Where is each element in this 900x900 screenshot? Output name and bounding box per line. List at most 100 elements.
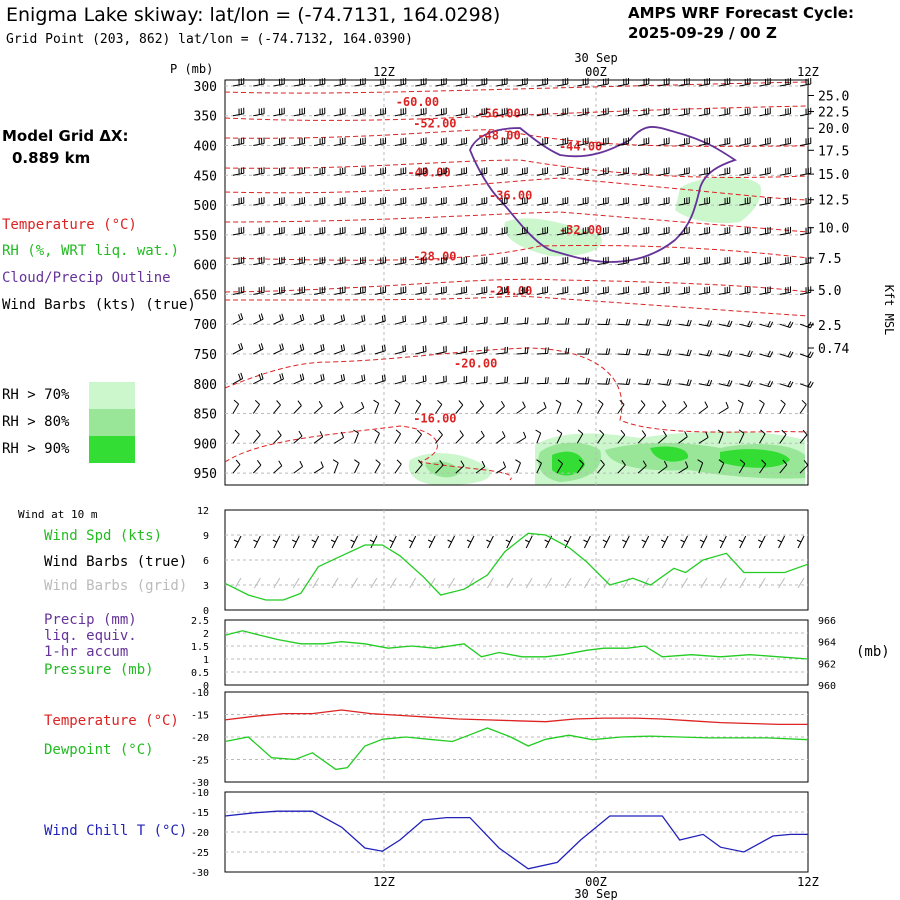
wind-barb <box>698 77 711 87</box>
wind-barb-10m <box>389 535 397 549</box>
pressure-panel-right-tick-label: 964 <box>818 638 836 649</box>
wind-barb <box>415 286 427 295</box>
wind-barb <box>759 167 771 176</box>
wind-barb <box>556 286 569 295</box>
wind-barb <box>293 197 306 206</box>
wind-barb <box>293 313 305 325</box>
wind-barb <box>678 400 688 414</box>
temp-panel-tick-label: -30 <box>191 778 209 789</box>
wind-barb <box>698 197 711 206</box>
wind-barb <box>313 314 325 325</box>
wind-barb <box>273 167 285 176</box>
wind-barb <box>496 107 508 117</box>
wind-barb <box>415 256 427 266</box>
wind-barb <box>597 77 609 87</box>
rh80-swatch <box>89 409 135 436</box>
temperature-contour-label: -28.00 <box>413 249 456 263</box>
wind-barb <box>232 459 241 474</box>
wind-barb-grid <box>428 577 436 589</box>
wind-barb <box>739 226 751 236</box>
temperature-contour-line <box>224 81 809 94</box>
wind-barb <box>253 197 265 206</box>
wind-barb <box>455 375 468 385</box>
date-label-top: 30 Sep <box>574 51 617 65</box>
model-grid-label: Model Grid ΔX: <box>2 127 129 145</box>
wind-barb <box>718 350 733 357</box>
wind-barb <box>516 137 528 146</box>
wind-barb <box>739 137 751 146</box>
wind-barb <box>577 377 590 385</box>
wind-barb-grid <box>797 577 805 589</box>
wind-panel-tick-label: 9 <box>203 531 209 542</box>
wind-barb <box>435 375 447 385</box>
wind-barb <box>597 137 609 146</box>
pressure-panel-right-tick-label: 966 <box>818 616 836 627</box>
wind-barb <box>678 461 689 474</box>
pressure-tick-label: 300 <box>194 80 217 95</box>
date-label-bottom: 30 Sep <box>574 887 617 900</box>
wind-barb <box>536 286 549 295</box>
wind-barb <box>496 376 509 385</box>
rh-shading-area <box>650 446 689 462</box>
wind-barb <box>577 256 589 266</box>
wind-barb <box>637 226 650 236</box>
wind-barb <box>516 77 528 87</box>
wind-barb-grid <box>603 577 611 589</box>
wind-barb <box>394 107 407 117</box>
wind-barb-10m <box>680 535 688 549</box>
wind-barb <box>556 459 564 474</box>
wind-barb <box>718 256 731 266</box>
pressure-label: Pressure (mb) <box>44 662 154 678</box>
temp-panel-tick-label: -25 <box>191 756 209 767</box>
wind-barb <box>698 320 713 327</box>
wind-barb <box>374 429 380 444</box>
wind-barb <box>394 374 407 385</box>
time-tick-label-bottom: 12Z <box>373 875 395 889</box>
wind-barb <box>597 286 609 295</box>
wind-barb-grid <box>584 577 591 589</box>
rh90-swatch <box>89 436 135 463</box>
wind-barb <box>354 374 366 385</box>
legend-rh90: RH > 90% <box>2 441 70 457</box>
pressure-tick-label: 750 <box>194 348 217 363</box>
wind-barb <box>799 226 812 236</box>
wind-barb <box>759 137 771 146</box>
wind-barb <box>496 346 509 355</box>
temperature-contour-label: -20.00 <box>454 357 497 371</box>
temperature-line <box>224 709 808 726</box>
wind-barb <box>799 429 808 444</box>
wind-barb <box>394 137 407 146</box>
wind-barb <box>475 286 488 295</box>
wind-barb <box>637 286 650 295</box>
wind-barb <box>374 459 381 474</box>
wind-barb <box>759 256 771 266</box>
wind-barb <box>577 286 589 295</box>
wind-barb <box>394 77 407 87</box>
wind-barb <box>374 107 387 117</box>
pressure-tick-label: 550 <box>194 229 217 244</box>
accum-label: 1-hr accum <box>44 644 129 660</box>
wind-barb <box>658 107 670 117</box>
temperature-series-label: Temperature (°C) <box>44 713 179 729</box>
temperature-contour-line <box>224 177 809 201</box>
temperature-contour-label: -52.00 <box>413 116 456 130</box>
wind-barb <box>232 197 245 206</box>
wind-barb <box>698 401 709 414</box>
temperature-contour-label: -60.00 <box>396 95 439 109</box>
wind-barb <box>394 197 407 206</box>
temperature-contour-label: -24.00 <box>489 284 532 298</box>
wind-barb <box>496 197 508 206</box>
wind-barb-grid <box>351 577 358 589</box>
liq-equiv-label: liq. equiv. <box>44 628 137 644</box>
wind-barb-grid <box>700 577 708 589</box>
wind-barb <box>597 399 604 414</box>
wind-barb <box>658 256 670 266</box>
wind-barb <box>415 77 427 87</box>
temperature-contour-line <box>224 159 809 178</box>
wind-barb <box>678 167 690 176</box>
rh-shading-area <box>425 461 460 478</box>
wind-barb-grid <box>273 577 281 589</box>
wind-barb <box>658 286 670 295</box>
wind-barb <box>597 197 609 206</box>
wind-barb <box>334 344 346 355</box>
